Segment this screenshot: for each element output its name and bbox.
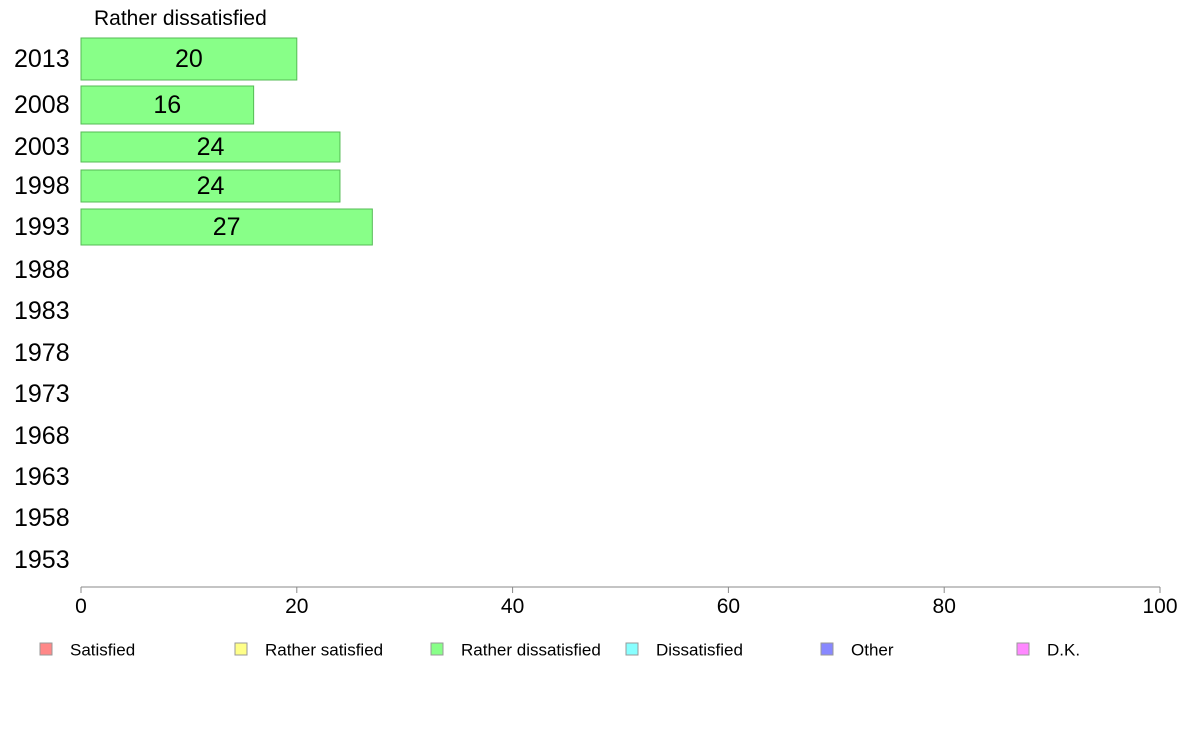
year-label: 1983 bbox=[14, 297, 70, 325]
bar bbox=[80, 169, 341, 203]
bar bbox=[80, 208, 373, 246]
year-label: 1988 bbox=[14, 256, 70, 284]
year-label: 1978 bbox=[14, 339, 70, 367]
legend-swatch bbox=[39, 642, 53, 656]
legend-label: Rather satisfied bbox=[265, 641, 383, 660]
legend-swatch bbox=[1016, 642, 1030, 656]
legend-label: Satisfied bbox=[70, 641, 135, 660]
bar-value-label: 16 bbox=[153, 91, 181, 119]
x-axis: 0 20 40 60 80 100 bbox=[75, 586, 1178, 618]
x-tick-label: 60 bbox=[717, 595, 740, 618]
year-label: 1993 bbox=[14, 213, 70, 241]
bar bbox=[80, 85, 255, 125]
year-labels: 2013 2008 2003 1998 1993 1988 1983 1978 1973 1968… bbox=[14, 45, 70, 574]
legend-label: Other bbox=[851, 641, 894, 660]
x-tick-label: 40 bbox=[501, 595, 524, 618]
bars: 20 16 24 24 27 bbox=[80, 37, 373, 246]
bar bbox=[80, 37, 298, 81]
year-label: 1958 bbox=[14, 504, 70, 532]
bar-value-label: 27 bbox=[213, 213, 241, 241]
legend-label: Dissatisfied bbox=[656, 641, 743, 660]
x-tick-label: 80 bbox=[933, 595, 956, 618]
year-label: 1968 bbox=[14, 422, 70, 450]
bar bbox=[80, 131, 341, 163]
legend-swatch bbox=[430, 642, 444, 656]
series-title: Rather dissatisfied bbox=[94, 7, 267, 30]
year-label: 2008 bbox=[14, 91, 70, 119]
x-tick-label: 0 bbox=[75, 595, 87, 618]
x-tick-label: 100 bbox=[1142, 595, 1177, 618]
year-label: 1953 bbox=[14, 546, 70, 574]
bar-value-label: 24 bbox=[197, 133, 225, 161]
bar-value-label: 20 bbox=[175, 45, 203, 73]
year-label: 1973 bbox=[14, 380, 70, 408]
year-label: 1998 bbox=[14, 172, 70, 200]
legend-swatch bbox=[234, 642, 248, 656]
year-label: 2003 bbox=[14, 133, 70, 161]
legend-swatch bbox=[820, 642, 834, 656]
legend-label: D.K. bbox=[1047, 641, 1080, 660]
x-tick-label: 20 bbox=[285, 595, 308, 618]
year-label: 1963 bbox=[14, 463, 70, 491]
year-label: 2013 bbox=[14, 45, 70, 73]
legend: Satisfied Rather satisfied Rather dissatis… bbox=[39, 641, 1080, 660]
legend-label: Rather dissatisfied bbox=[461, 641, 601, 660]
legend-swatch bbox=[625, 642, 639, 656]
bar-value-label: 24 bbox=[197, 172, 225, 200]
